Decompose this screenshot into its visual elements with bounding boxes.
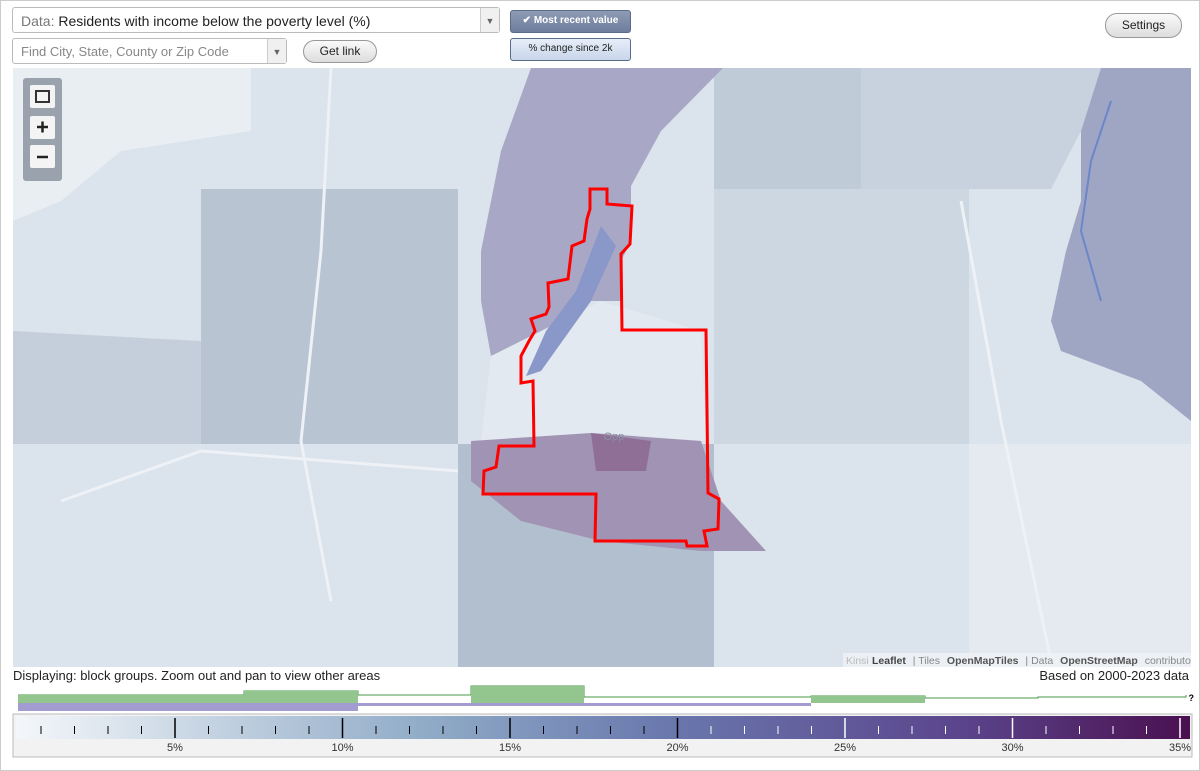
fullscreen-icon — [35, 90, 50, 103]
tiles-link[interactable]: OpenMapTiles — [947, 655, 1019, 667]
select-arrow: ▼ — [480, 8, 499, 32]
road — [60, 68, 1053, 662]
river — [1079, 100, 1112, 302]
change-toggle[interactable]: % change since 2k — [510, 38, 631, 61]
legend: ? 5% 10% 15% 20% 25% 30% 35% — [12, 685, 1195, 758]
attribution: Kinsi Leaflet | Tiles OpenMapTiles | Dat… — [846, 655, 1191, 667]
region — [481, 301, 706, 441]
help-icon[interactable]: ? — [1189, 693, 1195, 703]
lake — [526, 226, 616, 376]
map: Opp Kinsi Leaflet | Tiles OpenMapTiles |… — [13, 68, 1191, 667]
scale-label: 30% — [1001, 742, 1023, 754]
attribution-bg — [843, 653, 1191, 667]
most-recent-toggle[interactable]: ✔ Most recent value — [510, 10, 631, 33]
fullscreen-button[interactable] — [30, 85, 55, 108]
region — [714, 68, 861, 189]
attribution-text: | Tiles — [913, 655, 940, 667]
leaflet-link[interactable]: Leaflet — [872, 655, 906, 667]
scale-label: 10% — [331, 742, 353, 754]
histogram-bar — [471, 686, 584, 703]
region — [714, 189, 969, 444]
region — [591, 433, 651, 471]
data-select[interactable]: Data: Residents with income below the po… — [12, 7, 500, 33]
settings-button[interactable]: Settings — [1105, 13, 1182, 38]
histogram-bar — [18, 695, 244, 703]
histogram-bar — [811, 696, 925, 703]
search-placeholder: Find City, State, County or Zip Code — [21, 44, 229, 59]
selected-boundary — [481, 187, 721, 548]
region — [201, 189, 458, 444]
histogram-bar — [244, 691, 358, 703]
search-arrow: ▼ — [267, 39, 286, 63]
region — [861, 68, 1101, 189]
region — [13, 331, 201, 444]
plus-icon — [37, 121, 48, 133]
attribution-cut: Kinsi — [846, 655, 869, 667]
data-value: Residents with income below the poverty … — [58, 13, 371, 29]
scale-label: 15% — [499, 742, 521, 754]
displaying-note: Displaying: block groups. Zoom out and p… — [13, 668, 381, 683]
region — [13, 68, 251, 221]
most-recent-label: Most recent value — [533, 15, 619, 26]
attribution-text: | Data — [1025, 655, 1053, 667]
based-on-note: Based on 2000-2023 data — [1039, 668, 1189, 683]
scale-label: 5% — [167, 742, 183, 754]
histogram-bar — [358, 703, 811, 706]
scale-label: 20% — [666, 742, 688, 754]
osm-link[interactable]: OpenStreetMap — [1060, 655, 1138, 667]
get-link-button[interactable]: Get link — [303, 40, 377, 63]
scale-label: 25% — [834, 742, 856, 754]
search-box[interactable]: Find City, State, County or Zip Code ▼ — [12, 38, 287, 64]
histogram-bar — [18, 703, 358, 711]
region — [481, 68, 723, 361]
region — [1051, 68, 1191, 421]
region — [471, 433, 766, 551]
place-label: Opp — [604, 431, 625, 443]
attribution-text: contributors — [1145, 655, 1191, 667]
color-scale — [16, 716, 1190, 739]
scale-label: 35% — [1169, 742, 1191, 754]
data-label: Data: — [21, 13, 55, 29]
region — [969, 444, 1191, 667]
